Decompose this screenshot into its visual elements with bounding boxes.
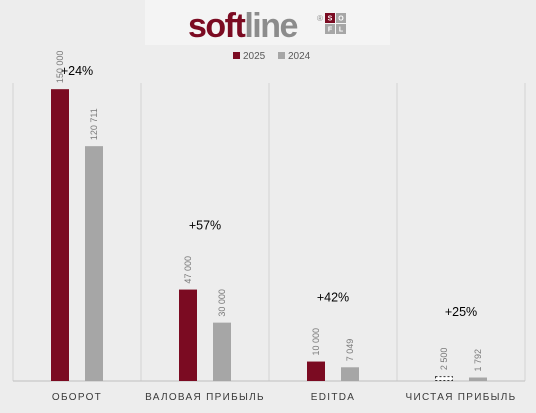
data-label-2025-2: 10 000 — [311, 328, 321, 356]
logo-word-part1: soft — [188, 7, 246, 45]
logo-letter-o: O — [338, 16, 344, 23]
bar-2024-0 — [85, 146, 103, 381]
logo-wordmark: softline — [188, 7, 297, 45]
delta-label-1: +57% — [189, 219, 221, 233]
legend-swatch-2024 — [278, 52, 285, 59]
logo-letter-f: F — [328, 27, 333, 34]
delta-label-3: +25% — [445, 305, 477, 319]
bar-2025-0 — [51, 89, 69, 381]
bar-2025-3 — [435, 376, 453, 381]
logo-letter-l: L — [339, 27, 344, 34]
bar-2024-1 — [213, 322, 231, 381]
logo-letter-box — [325, 24, 335, 34]
data-label-2025-0: 150 000 — [55, 51, 65, 84]
logo-letter-box — [336, 24, 346, 34]
softline-logo: softline ® S O F L — [145, 0, 390, 45]
logo-letter-s: S — [328, 16, 333, 23]
logo-letter-box — [325, 13, 335, 23]
bar-2024-2 — [341, 367, 359, 381]
data-label-2024-0: 120 711 — [89, 108, 99, 140]
delta-label-0: +24% — [61, 64, 93, 78]
logo-letter-box — [336, 13, 346, 23]
bar-2025-1 — [179, 289, 197, 381]
legend-label-2024: 2024 — [288, 51, 311, 62]
category-label-2: EDITDA — [311, 392, 355, 403]
data-label-2024-3: 1 792 — [473, 349, 483, 372]
legend-swatch-2025 — [233, 52, 240, 59]
category-label-3: ЧИСТАЯ ПРИБЫЛЬ — [406, 392, 517, 403]
bar-2025-2 — [307, 361, 325, 381]
data-label-2025-3: 2 500 — [439, 348, 449, 371]
data-label-2025-1: 47 000 — [183, 256, 193, 284]
category-label-1: ВАЛОВАЯ ПРИБЫЛЬ — [145, 392, 265, 403]
logo-word-part2: line — [244, 7, 297, 45]
data-label-2024-2: 7 049 — [345, 339, 355, 362]
legend-label-2025: 2025 — [243, 51, 266, 62]
bar-2024-3 — [469, 377, 487, 381]
category-label-0: ОБОРОТ — [52, 392, 102, 403]
logo-registered-mark: ® — [317, 14, 323, 23]
delta-label-2: +42% — [317, 291, 349, 305]
data-label-2024-1: 30 000 — [217, 289, 227, 317]
